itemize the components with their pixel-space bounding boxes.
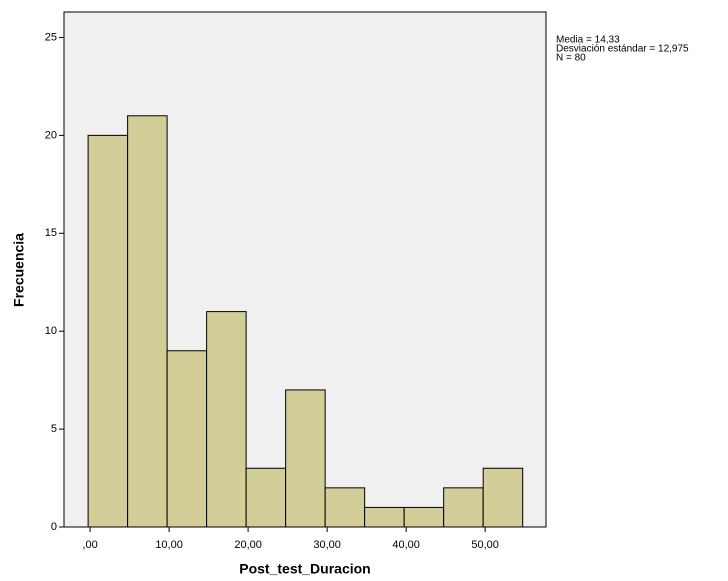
y-tick-label: 5	[51, 423, 57, 435]
x-tick-label: 20,00	[234, 539, 262, 551]
x-tick-label: 10,00	[155, 539, 183, 551]
x-tick-label: ,00	[82, 539, 97, 551]
bar	[324, 487, 366, 528]
bar	[87, 134, 129, 528]
stat-label: Desviación estándar = 12,975	[556, 44, 689, 55]
y-axis-title: Frecuencia	[11, 233, 27, 307]
y-tick-label: 10	[45, 325, 57, 337]
x-tick-label: 40,00	[392, 539, 420, 551]
y-tick-label: 25	[45, 31, 57, 43]
bar	[166, 350, 208, 528]
bar	[364, 506, 405, 528]
x-tick-label: 30,00	[313, 539, 341, 551]
bar	[206, 311, 247, 528]
bar	[403, 506, 445, 528]
bar	[127, 115, 168, 528]
bar	[285, 389, 326, 528]
bar	[443, 487, 484, 528]
y-tick-label: 15	[45, 227, 57, 239]
x-tick-label: 50,00	[471, 539, 499, 551]
bar	[482, 467, 524, 528]
y-tick-label: 20	[45, 129, 57, 141]
stat-label: N = 80	[556, 53, 586, 64]
bar	[245, 467, 287, 528]
stat-label: Media = 14,33	[556, 35, 620, 46]
x-axis-title: Post_test_Duracion	[239, 561, 370, 577]
y-tick-label: 0	[51, 521, 57, 533]
